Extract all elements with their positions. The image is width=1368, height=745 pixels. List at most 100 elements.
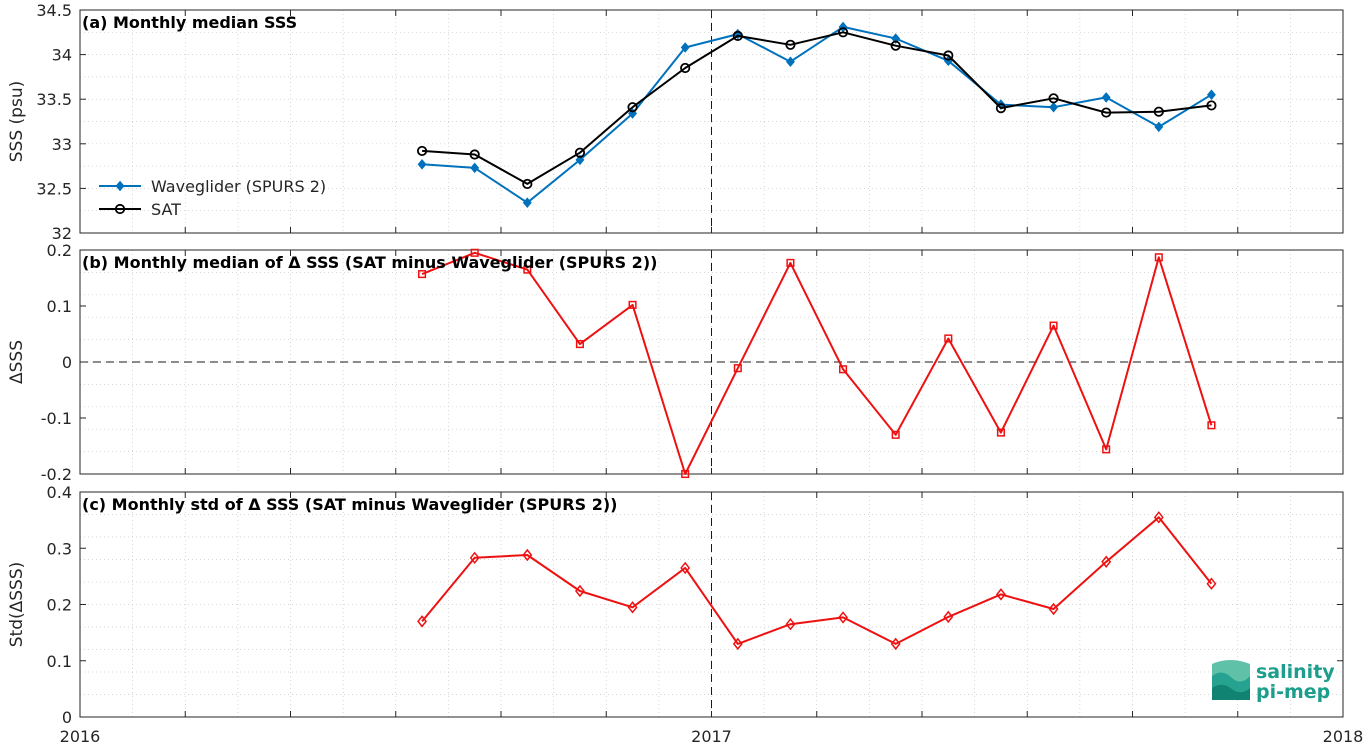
legend-marker [114, 203, 126, 215]
y-tick-label: -0.2 [41, 465, 72, 484]
data-point [785, 39, 796, 50]
data-point [1206, 577, 1217, 590]
data-point [890, 40, 901, 51]
data-point [469, 551, 480, 565]
data-point [1048, 602, 1059, 616]
data-point [575, 154, 585, 166]
series-line [422, 25, 1212, 204]
panel-b-delta-sss: -0.2 -0.1 0 0.1 0.2 ΔSSS (b) Monthly median of… [7, 241, 1344, 484]
series-line [422, 31, 1212, 185]
data-point [1207, 421, 1216, 430]
y-tick-label: 34 [52, 46, 72, 65]
data-point [890, 637, 901, 651]
panel-c-std-delta-sss: 0 0.1 0.2 0.3 0.4 Std(ΔSSS) (c) Monthly std of… [7, 483, 1344, 727]
data-point [574, 147, 586, 158]
data-point [1049, 321, 1058, 330]
series-1 [416, 27, 1217, 190]
series-0 [418, 248, 1216, 479]
data-point [1153, 106, 1164, 117]
data-point [522, 197, 532, 208]
y-tick-label: 0.2 [47, 241, 72, 260]
data-point [732, 637, 743, 651]
data-point [839, 365, 848, 374]
data-point [523, 265, 532, 274]
data-point [995, 103, 1007, 114]
data-point [943, 50, 954, 61]
data-point [418, 270, 427, 279]
x-tick-label: 2018 [1323, 727, 1364, 745]
logo-text-line2: pi-mep [1256, 681, 1330, 703]
data-point [995, 588, 1006, 601]
data-point [1206, 100, 1217, 111]
data-point [680, 561, 691, 575]
y-tick-label: 0.1 [47, 297, 72, 316]
logo-text-line1: salinity [1256, 661, 1335, 683]
series-line [421, 251, 1213, 475]
data-point [469, 149, 480, 160]
data-point [785, 56, 795, 68]
y-axis-label: Std(ΔSSS) [7, 562, 27, 648]
data-point [522, 178, 533, 190]
data-point [786, 258, 795, 267]
data-point [996, 428, 1005, 437]
x-tick-label: 2017 [691, 727, 732, 745]
data-point [838, 611, 849, 624]
y-axis-label: ΔSSS [7, 340, 27, 384]
data-point [732, 30, 743, 41]
panel-title: (a) Monthly median SSS [82, 13, 297, 32]
data-point [837, 27, 849, 38]
panel-a-sss: 32 32.5 33 33.5 34 34.5 SSS (psu) (a) Monthly m… [7, 1, 1344, 243]
data-point [522, 548, 533, 562]
data-point [1049, 101, 1059, 113]
y-tick-label: 0.2 [47, 596, 72, 615]
y-tick-label: 32 [52, 224, 72, 243]
series-line [421, 516, 1213, 645]
y-tick-label: 33.5 [36, 90, 72, 109]
salinity-pimep-logo: salinity pi-mep [1212, 660, 1335, 703]
data-point [627, 601, 638, 614]
data-point [417, 159, 427, 170]
y-tick-label: 0 [62, 353, 72, 372]
y-tick-label: 0.1 [47, 652, 72, 671]
data-point [574, 584, 585, 598]
data-point [785, 617, 796, 631]
data-point [1048, 93, 1059, 104]
data-point [1153, 511, 1164, 524]
x-axis: 2016 2017 2018 [60, 727, 1364, 745]
data-point [891, 430, 900, 439]
data-point [680, 62, 691, 74]
y-tick-label: -0.1 [41, 409, 72, 428]
legend-entry: SAT [151, 200, 181, 219]
data-point [1154, 121, 1164, 133]
data-point [681, 469, 690, 479]
y-axis-label: SSS (psu) [7, 81, 27, 162]
data-point [943, 610, 954, 624]
panel-title: (c) Monthly std of Δ SSS (SAT minus Wave… [82, 495, 617, 514]
x-tick-label: 2016 [60, 727, 101, 745]
legend: Waveglider (SPURS 2) SAT [99, 177, 326, 219]
data-point [628, 300, 637, 309]
data-point [1154, 253, 1163, 262]
data-point [891, 33, 901, 44]
data-point [680, 42, 690, 53]
logo-wave-icon [1212, 660, 1250, 700]
y-tick-label: 0.4 [47, 483, 72, 502]
data-point [1102, 445, 1111, 454]
legend-entry: Waveglider (SPURS 2) [151, 177, 326, 196]
data-point [1206, 89, 1216, 101]
panel-title: (b) Monthly median of Δ SSS (SAT minus W… [82, 253, 657, 272]
series-0 [417, 511, 1217, 651]
data-point [575, 340, 584, 349]
data-point [417, 615, 428, 628]
y-tick-label: 34.5 [36, 1, 72, 20]
data-point [1101, 555, 1112, 568]
data-point [944, 334, 953, 343]
data-point [627, 102, 638, 113]
data-point [470, 248, 479, 257]
data-point [470, 162, 480, 174]
y-tick-label: 33 [52, 135, 72, 154]
data-point [1101, 107, 1112, 118]
y-tick-label: 32.5 [36, 179, 72, 198]
data-point [1101, 92, 1111, 103]
